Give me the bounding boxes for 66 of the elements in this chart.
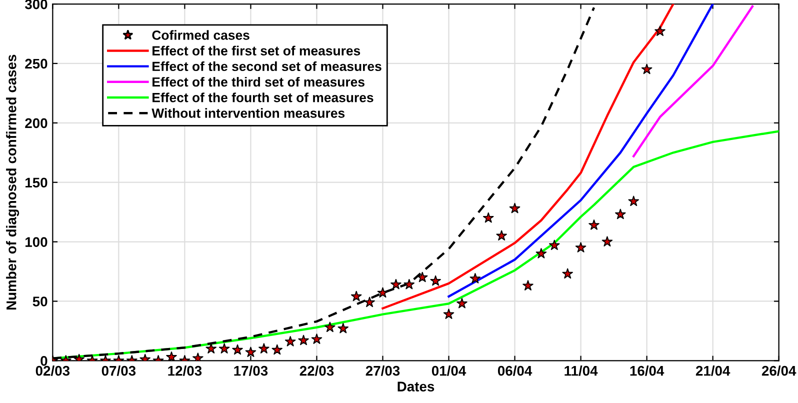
point bbox=[602, 236, 613, 246]
point bbox=[575, 242, 586, 252]
legend-label: Without intervention measures bbox=[152, 108, 345, 118]
x-tick-label: 21/04 bbox=[696, 366, 730, 376]
point bbox=[615, 208, 626, 220]
y-axis-title: Number of diagnosed confirmed cases bbox=[6, 54, 20, 310]
x-tick-label: 16/04 bbox=[630, 366, 664, 376]
legend-label: Effect of the first set of measures bbox=[152, 46, 360, 56]
point bbox=[654, 26, 666, 36]
point bbox=[338, 322, 349, 334]
legend-label: Effect of the second set of measures bbox=[152, 61, 382, 72]
point bbox=[404, 278, 415, 290]
point bbox=[377, 287, 388, 298]
x-tick-label: 17/03 bbox=[234, 366, 268, 376]
point bbox=[258, 343, 270, 354]
point bbox=[350, 290, 362, 302]
legend-label: Effect of the fourth set of measures bbox=[152, 92, 374, 102]
x-tick-label: 27/03 bbox=[366, 366, 400, 376]
point bbox=[470, 273, 481, 284]
x-tick-label: 02/03 bbox=[36, 366, 70, 376]
point bbox=[218, 343, 230, 354]
point bbox=[298, 334, 309, 346]
point bbox=[324, 322, 336, 332]
legend-label: Effect of the third set of measures bbox=[152, 76, 364, 87]
point bbox=[536, 248, 547, 258]
point bbox=[192, 352, 204, 361]
line-series bbox=[448, 4, 714, 298]
x-tick-label: 07/03 bbox=[102, 366, 136, 376]
y-tick-label: 100 bbox=[26, 237, 48, 247]
point bbox=[416, 272, 428, 282]
y-tick-label: 0 bbox=[40, 356, 48, 366]
x-tick-label: 12/03 bbox=[168, 366, 202, 376]
point bbox=[206, 343, 216, 354]
line-series bbox=[632, 5, 754, 158]
x-tick-label: 26/04 bbox=[762, 366, 796, 376]
point bbox=[311, 334, 322, 344]
point bbox=[245, 346, 256, 358]
y-tick-label: 250 bbox=[25, 58, 48, 69]
x-tick-label: 22/03 bbox=[300, 366, 334, 376]
point bbox=[641, 64, 652, 74]
point bbox=[628, 196, 639, 206]
point bbox=[232, 344, 243, 355]
point bbox=[456, 298, 468, 308]
y-tick-label: 50 bbox=[32, 296, 48, 306]
point bbox=[496, 230, 507, 241]
y-tick-label: 150 bbox=[26, 178, 48, 188]
point bbox=[443, 308, 454, 319]
point bbox=[272, 344, 283, 355]
point bbox=[430, 275, 441, 286]
x-tick-label: 01/04 bbox=[432, 366, 466, 376]
x-tick-label: 11/04 bbox=[564, 366, 598, 376]
point bbox=[166, 351, 177, 361]
x-axis-title: Dates bbox=[398, 382, 434, 392]
point bbox=[549, 240, 560, 250]
point bbox=[390, 278, 402, 290]
point bbox=[284, 336, 296, 346]
point bbox=[562, 268, 573, 279]
point bbox=[588, 220, 600, 230]
point bbox=[482, 212, 494, 223]
point bbox=[509, 202, 520, 214]
point bbox=[522, 280, 534, 290]
point bbox=[364, 296, 375, 308]
line-series bbox=[382, 4, 674, 310]
legend-label: Cofirmed cases bbox=[152, 30, 250, 40]
x-tick-label: 06/04 bbox=[498, 366, 532, 376]
y-tick-label: 200 bbox=[25, 118, 48, 128]
